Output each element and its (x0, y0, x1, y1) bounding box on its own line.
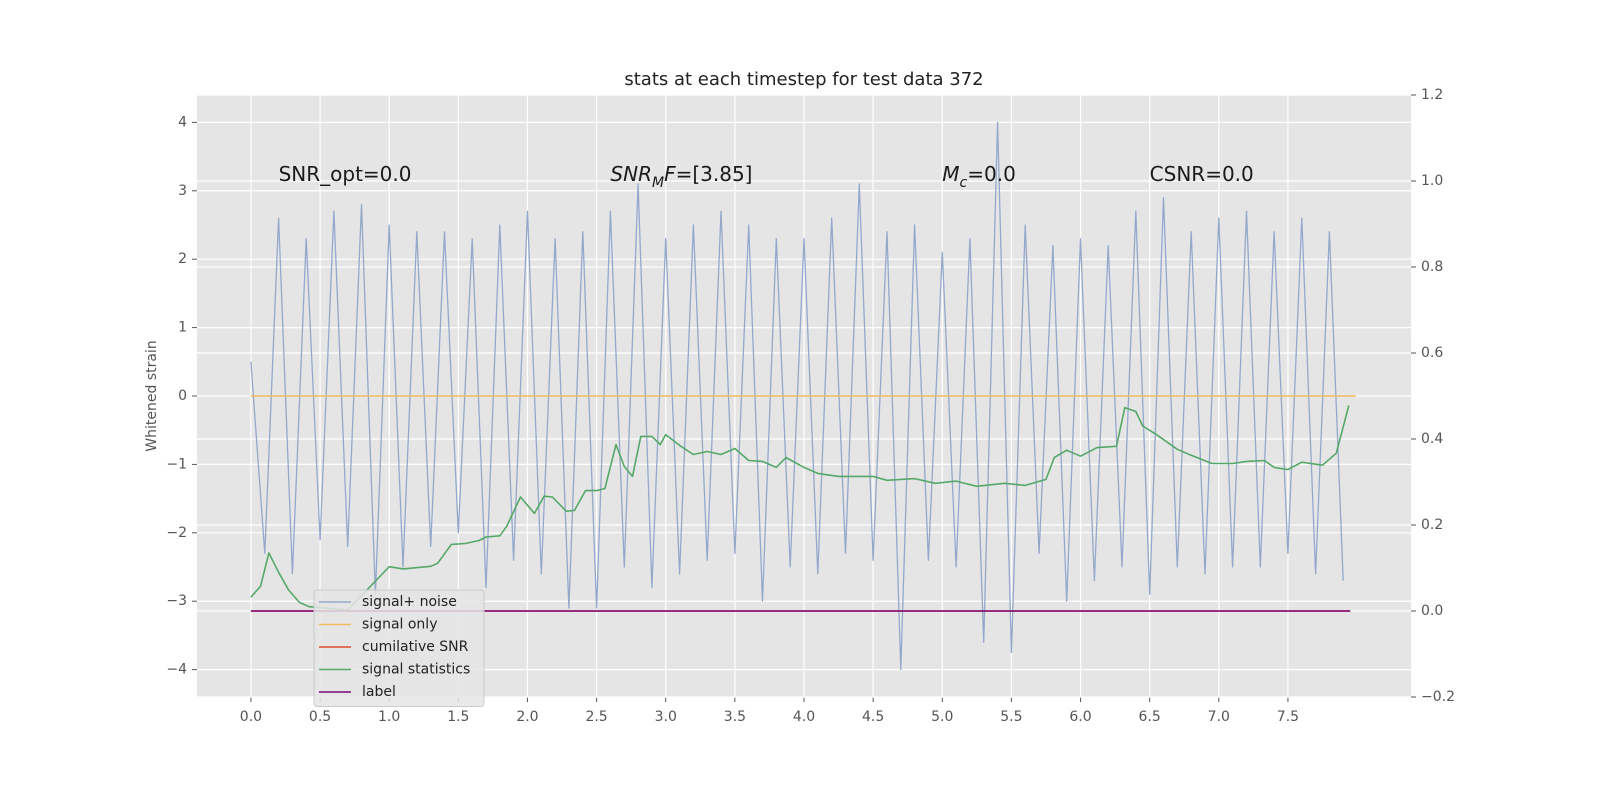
annotation-part: SNR (610, 162, 652, 186)
y2-tick-label: 0.2 (1421, 517, 1443, 533)
x-tick-label: 7.5 (1277, 709, 1299, 725)
legend-label: label (362, 684, 396, 700)
annotation: SNR_opt=0.0 (279, 162, 412, 186)
x-tick-label: 0.0 (240, 709, 262, 725)
annotation-part: M (652, 175, 664, 191)
annotation-part: =0.0 (967, 162, 1016, 186)
y2-tick-label: 0.4 (1421, 431, 1443, 447)
x-tick-label: 5.5 (1000, 709, 1022, 725)
y2-tick-label: 1.0 (1421, 173, 1443, 189)
x-tick-label: 1.5 (447, 709, 469, 725)
x-tick-label: 2.0 (516, 709, 538, 725)
x-tick-label: 7.0 (1208, 709, 1230, 725)
x-tick-label: 3.5 (724, 709, 746, 725)
y-tick-label: −1 (166, 456, 187, 472)
annotation-part: F (664, 162, 676, 186)
y-tick-label: −3 (166, 593, 187, 609)
x-tick-label: 5.0 (931, 709, 953, 725)
legend-label: signal+ noise (362, 594, 457, 610)
x-tick-label: 6.5 (1139, 709, 1161, 725)
annotation-part: c (960, 175, 968, 191)
x-tick-label: 4.0 (793, 709, 815, 725)
annotation-part: M (942, 162, 959, 186)
x-tick-label: 4.5 (862, 709, 884, 725)
annotation: CSNR=0.0 (1150, 162, 1254, 186)
x-tick-label: 3.0 (655, 709, 677, 725)
y-tick-label: 0 (178, 388, 187, 404)
legend-box (313, 589, 485, 707)
annotation-part: =[3.85] (676, 162, 753, 186)
series-line (250, 405, 1350, 611)
annotation-part: SNR_opt=0.0 (279, 162, 412, 186)
legend-label: cumilative SNR (362, 639, 469, 655)
legend-label: signal statistics (362, 662, 470, 678)
y-tick-label: 4 (178, 114, 187, 130)
y-tick-label: 2 (178, 251, 187, 267)
x-tick-label: 6.0 (1069, 709, 1091, 725)
series-line (250, 121, 1344, 671)
y2-tick-label: −0.2 (1421, 689, 1455, 705)
y2-tick-label: 1.2 (1421, 87, 1443, 103)
annotation: Mc=0.0 (942, 162, 1016, 192)
y-tick-label: −2 (166, 525, 187, 541)
y-tick-label: 3 (178, 183, 187, 199)
annotation: SNRMF=[3.85] (610, 162, 752, 192)
legend-label: signal only (362, 617, 437, 633)
y2-tick-label: 0.6 (1421, 345, 1443, 361)
y2-tick-label: 0.8 (1421, 259, 1443, 275)
y-axis-label: Whitened strain (144, 340, 160, 451)
x-tick-label: 2.5 (585, 709, 607, 725)
x-tick-label: 1.0 (378, 709, 400, 725)
y-tick-label: 1 (178, 320, 187, 336)
chart-title: stats at each timestep for test data 372 (624, 69, 983, 90)
x-tick-label: 0.5 (309, 709, 331, 725)
annotation-part: CSNR=0.0 (1150, 162, 1254, 186)
y-tick-label: −4 (166, 662, 187, 678)
y2-tick-label: 0.0 (1421, 603, 1443, 619)
